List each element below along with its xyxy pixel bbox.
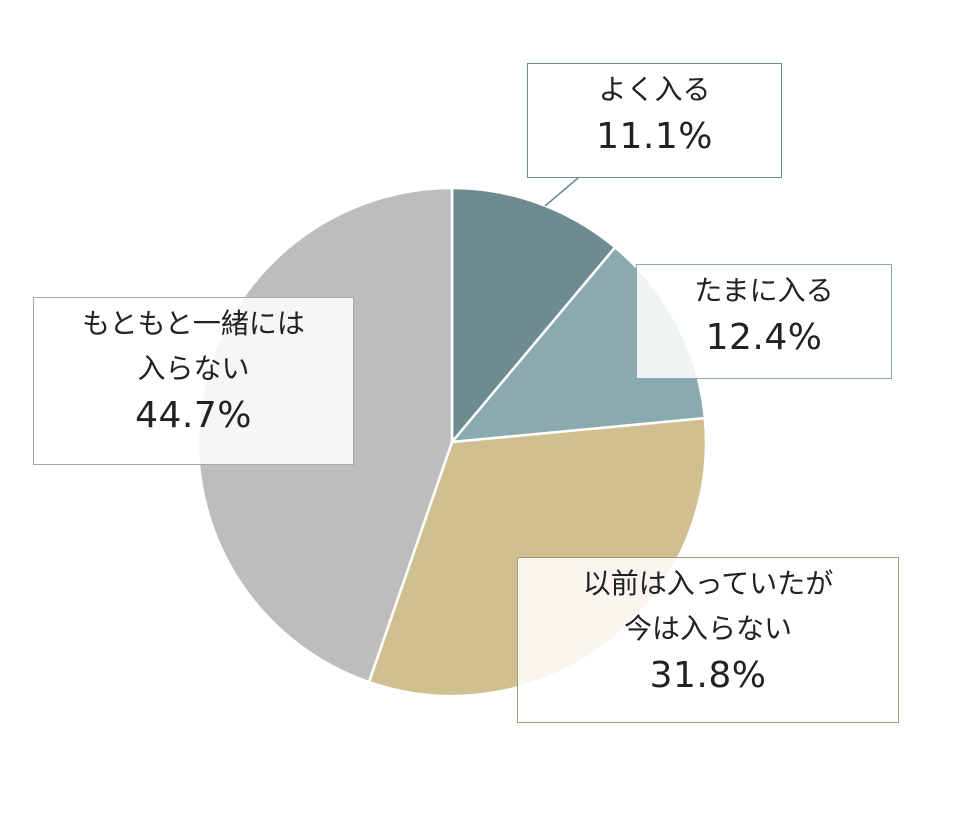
- slice-value-never: 44.7%: [135, 394, 252, 436]
- slice-label-often: よく入る: [598, 73, 711, 106]
- leader-line-often: [544, 177, 579, 207]
- slice-value-used-to: 31.8%: [649, 654, 767, 696]
- slice-label-never-line2: 入らない: [137, 351, 250, 385]
- callout-used-to: 以前は入っていたが 今は入らない 31.8%: [517, 557, 899, 723]
- slice-label-sometimes: たまに入る: [694, 274, 834, 307]
- slice-label-used-to-line2: 今は入らない: [623, 611, 792, 645]
- slice-label-used-to-line1: 以前は入っていたが: [582, 567, 834, 600]
- slice-label-never-line1: もともと一緒には: [82, 307, 305, 340]
- callout-sometimes: たまに入る 12.4%: [636, 264, 892, 379]
- slice-often: [450, 186, 617, 444]
- slice-value-often: 11.1%: [596, 115, 713, 157]
- callout-never: もともと一緒には 入らない 44.7%: [33, 297, 354, 465]
- slice-value-sometimes: 12.4%: [705, 316, 823, 358]
- callout-often: よく入る 11.1%: [527, 63, 782, 178]
